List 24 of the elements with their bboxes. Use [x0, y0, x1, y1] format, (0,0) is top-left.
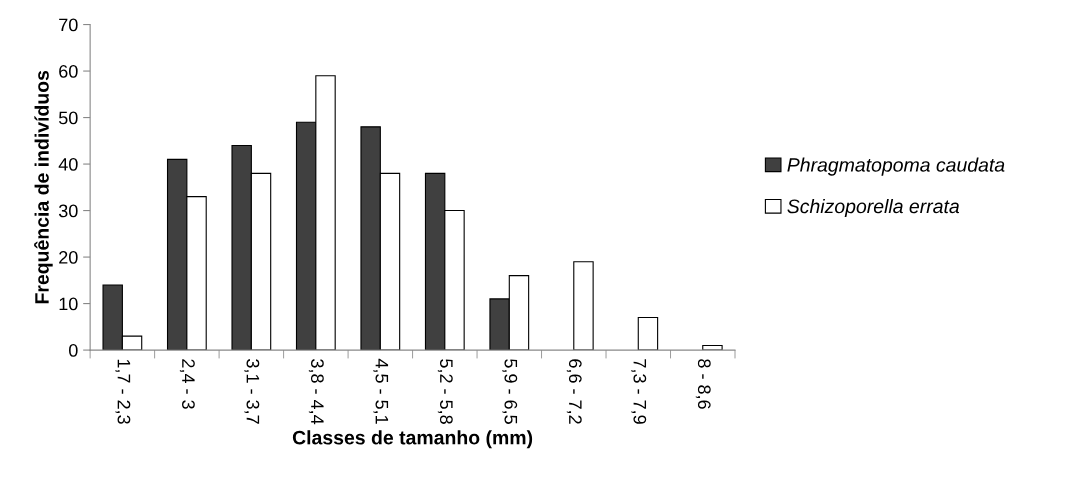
y-tick-label: 30 — [58, 204, 78, 218]
y-tick-label: 50 — [58, 111, 78, 125]
y-tick-label: 0 — [68, 344, 78, 357]
legend-label: Phragmatopoma caudata — [787, 157, 1005, 176]
x-tick-label: 1,7 - 2,3 — [115, 359, 131, 424]
y-tick-label: 40 — [58, 158, 78, 171]
y-tick-label: 20 — [59, 251, 78, 264]
x-tick-label: 3,8 - 4,4 — [308, 359, 324, 425]
x-tick-label: 5,2 - 5,8 — [437, 359, 453, 424]
x-tick-label: 2,4 - 3 — [179, 359, 195, 409]
y-tick-label: 60 — [59, 64, 78, 78]
y-tick-label: 70 — [59, 18, 78, 32]
x-axis-title: Classes de tamanho (mm) — [292, 430, 533, 449]
x-tick-label: 7,3 - 7,9 — [631, 359, 647, 424]
x-tick-label: 3,1 - 3,7 — [244, 359, 260, 424]
x-tick-label: 6,6 - 7,2 — [566, 359, 582, 424]
bar — [573, 261, 594, 351]
x-tick-label: 8 - 8,6 — [695, 359, 711, 409]
y-tick-label: 10 — [59, 297, 78, 311]
x-tick-label: 4,5 - 5,1 — [373, 358, 389, 424]
bar — [637, 316, 659, 351]
x-tick-label: 5,9 - 6,5 — [502, 359, 518, 424]
legend-label: Schizoporella errata — [787, 198, 960, 218]
y-axis-title: Frequência de indivíduos — [34, 70, 53, 304]
